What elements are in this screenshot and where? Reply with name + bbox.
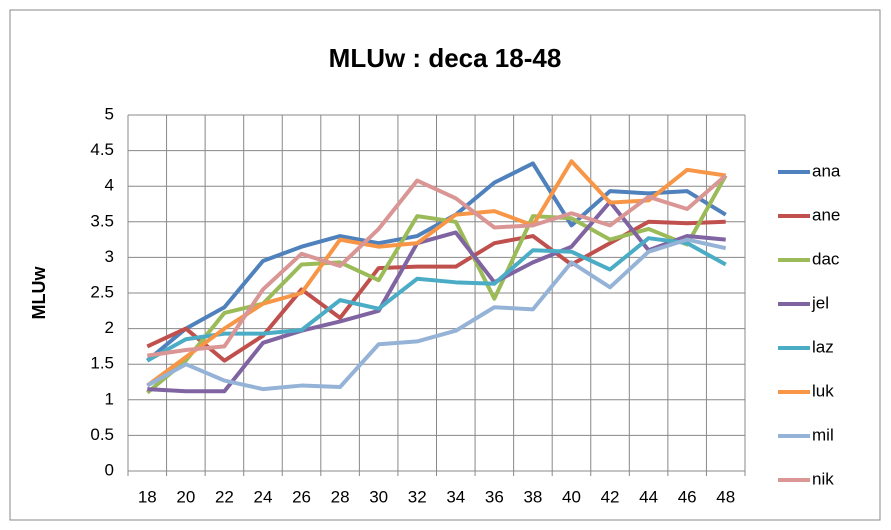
data-line: [146, 174, 728, 358]
x-tick-label: 40: [562, 487, 581, 506]
x-tick-label: 32: [408, 487, 427, 506]
x-tick-label: 44: [639, 487, 658, 506]
x-tick-label: 24: [254, 487, 273, 506]
x-tick-label: 28: [331, 487, 350, 506]
legend-label: dac: [812, 249, 840, 268]
x-tick-label: 48: [716, 487, 735, 506]
data-line: [146, 236, 727, 363]
y-tick-label: 1: [105, 389, 114, 408]
x-tick-label: 26: [292, 487, 311, 506]
data-line: [146, 161, 727, 363]
x-tick-label: 18: [138, 487, 157, 506]
y-tick-label: 2.5: [90, 282, 114, 301]
y-tick-label: 1.5: [90, 354, 114, 373]
legend-label: luk: [812, 381, 834, 400]
data-line: [147, 199, 726, 394]
legend-label: nik: [812, 469, 834, 488]
y-tick-label: 3: [105, 247, 114, 266]
y-tick-label: 0.5: [90, 425, 114, 444]
x-tick-label: 46: [678, 487, 697, 506]
y-tick-label: 3.5: [90, 211, 114, 230]
legend-label: laz: [812, 337, 834, 356]
x-tick-label: 22: [215, 487, 234, 506]
x-tick-label: 34: [446, 487, 465, 506]
data-line: [146, 237, 727, 392]
legend-label: mil: [812, 425, 834, 444]
x-tick-label: 20: [176, 487, 195, 506]
y-tick-label: 4.5: [90, 140, 114, 159]
legend-label: ana: [812, 161, 841, 180]
x-tick-label: 36: [485, 487, 504, 506]
legend-label: jel: [811, 293, 829, 312]
y-axis-label: MLUw: [29, 266, 49, 320]
chart-title: MLUw : deca 18-48: [329, 43, 562, 73]
legend-label: ane: [812, 205, 840, 224]
x-tick-label: 30: [369, 487, 388, 506]
y-tick-label: 2: [105, 318, 114, 337]
y-tick-label: 4: [105, 176, 114, 195]
x-tick-label: 42: [601, 487, 620, 506]
y-tick-label: 0: [105, 460, 114, 479]
data-line: [146, 174, 728, 395]
y-tick-label: 5: [105, 104, 114, 123]
x-tick-label: 38: [523, 487, 542, 506]
